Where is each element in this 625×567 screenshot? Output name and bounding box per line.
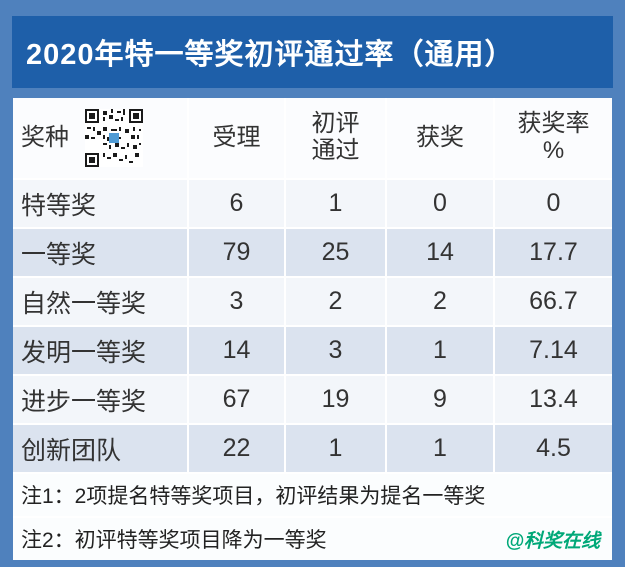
qr-code-icon (85, 109, 143, 167)
note-2-text: 注2：初评特等奖项目降为一等奖 (21, 529, 327, 552)
cell-passed: 19 (286, 376, 385, 423)
row-label: 创新团队 (13, 425, 187, 472)
cell-passed: 1 (286, 180, 385, 227)
header-cell-received: 受理 (189, 98, 284, 178)
cell-rate: 4.5 (495, 425, 612, 472)
cell-passed: 25 (286, 229, 385, 276)
cell-rate: 17.7 (495, 229, 612, 276)
cell-passed: 3 (286, 327, 385, 374)
note-row-1: 注1：2项提名特等奖项目，初评结果为提名一等奖 (13, 474, 612, 516)
header-cell-passed: 初评 通过 (286, 98, 385, 178)
header-cell-awarded: 获奖 (387, 98, 493, 178)
cell-awarded: 2 (387, 278, 493, 325)
row-label: 特等奖 (13, 180, 187, 227)
header-award-type-label: 奖种 (21, 123, 69, 151)
cell-received: 79 (189, 229, 284, 276)
cell-rate: 0 (495, 180, 612, 227)
header-cell-rate: 获奖率 % (495, 98, 612, 178)
note-1-text: 注1：2项提名特等奖项目，初评结果为提名一等奖 (21, 485, 486, 508)
cell-received: 3 (189, 278, 284, 325)
cell-passed: 1 (286, 425, 385, 472)
row-label: 自然一等奖 (13, 278, 187, 325)
watermark-text: @科奖在线 (505, 530, 600, 552)
header-cell-award-type: 奖种 (13, 98, 187, 178)
cell-rate: 66.7 (495, 278, 612, 325)
cell-rate: 13.4 (495, 376, 612, 423)
cell-awarded: 14 (387, 229, 493, 276)
row-label: 一等奖 (13, 229, 187, 276)
award-rate-table: 奖种 (13, 98, 612, 560)
cell-passed: 2 (286, 278, 385, 325)
row-label: 进步一等奖 (13, 376, 187, 423)
note-row-2: 注2：初评特等奖项目降为一等奖 @科奖在线 (13, 518, 612, 560)
cell-rate: 7.14 (495, 327, 612, 374)
page-title: 2020年特一等奖初评通过率（通用） (12, 16, 613, 88)
row-label: 发明一等奖 (13, 327, 187, 374)
cell-awarded: 9 (387, 376, 493, 423)
cell-awarded: 1 (387, 425, 493, 472)
cell-received: 22 (189, 425, 284, 472)
cell-received: 14 (189, 327, 284, 374)
cell-awarded: 1 (387, 327, 493, 374)
cell-awarded: 0 (387, 180, 493, 227)
cell-received: 67 (189, 376, 284, 423)
cell-received: 6 (189, 180, 284, 227)
